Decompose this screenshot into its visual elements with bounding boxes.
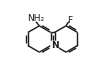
Text: NH₂: NH₂ xyxy=(27,14,44,23)
Text: N: N xyxy=(51,41,58,50)
Text: F: F xyxy=(67,16,73,25)
